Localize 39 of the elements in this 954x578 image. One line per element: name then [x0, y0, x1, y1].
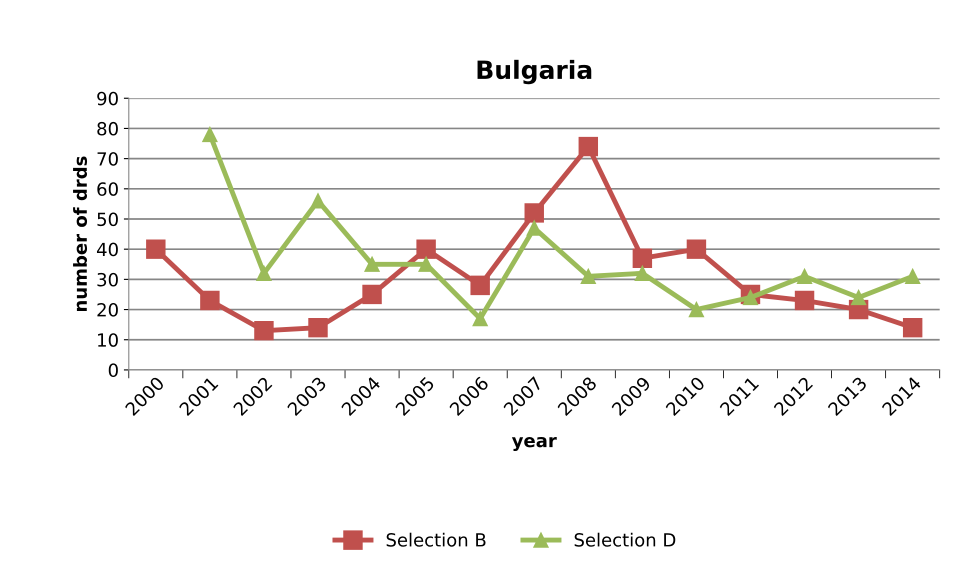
point [686, 239, 706, 259]
point [688, 302, 704, 318]
y-tick-label: 60 [97, 182, 118, 196]
legend-label: Selection B [386, 532, 486, 547]
point [472, 310, 488, 326]
y-tick-label: 30 [97, 272, 118, 286]
point [905, 268, 920, 284]
point [202, 126, 218, 142]
point [850, 290, 866, 306]
point [578, 136, 598, 156]
y-axis-title: number of drds [73, 156, 88, 312]
point [310, 193, 326, 209]
y-tick-label: 0 [108, 363, 118, 378]
y-tick-label: 20 [97, 303, 118, 317]
point [796, 268, 812, 284]
legend-label: Selection D [574, 532, 676, 547]
chart-title: Bulgaria [478, 60, 592, 84]
y-tick-label: 50 [97, 212, 118, 226]
y-tick-label: 10 [98, 333, 118, 347]
point [254, 320, 274, 340]
point [580, 268, 596, 284]
y-tick-label: 80 [97, 122, 118, 136]
point [200, 290, 220, 310]
point [364, 256, 380, 272]
point [794, 290, 814, 310]
point [416, 239, 436, 259]
x-axis-title: year [512, 436, 557, 451]
point [308, 318, 328, 338]
y-tick-label: 70 [98, 152, 118, 166]
point [362, 284, 382, 304]
y-tick-label: 90 [97, 92, 118, 106]
point [902, 318, 922, 338]
point [524, 203, 544, 223]
point [632, 248, 652, 268]
y-tick-label: 40 [96, 242, 118, 256]
point [470, 276, 490, 296]
point [146, 239, 166, 259]
point [634, 266, 650, 281]
point [256, 266, 272, 281]
